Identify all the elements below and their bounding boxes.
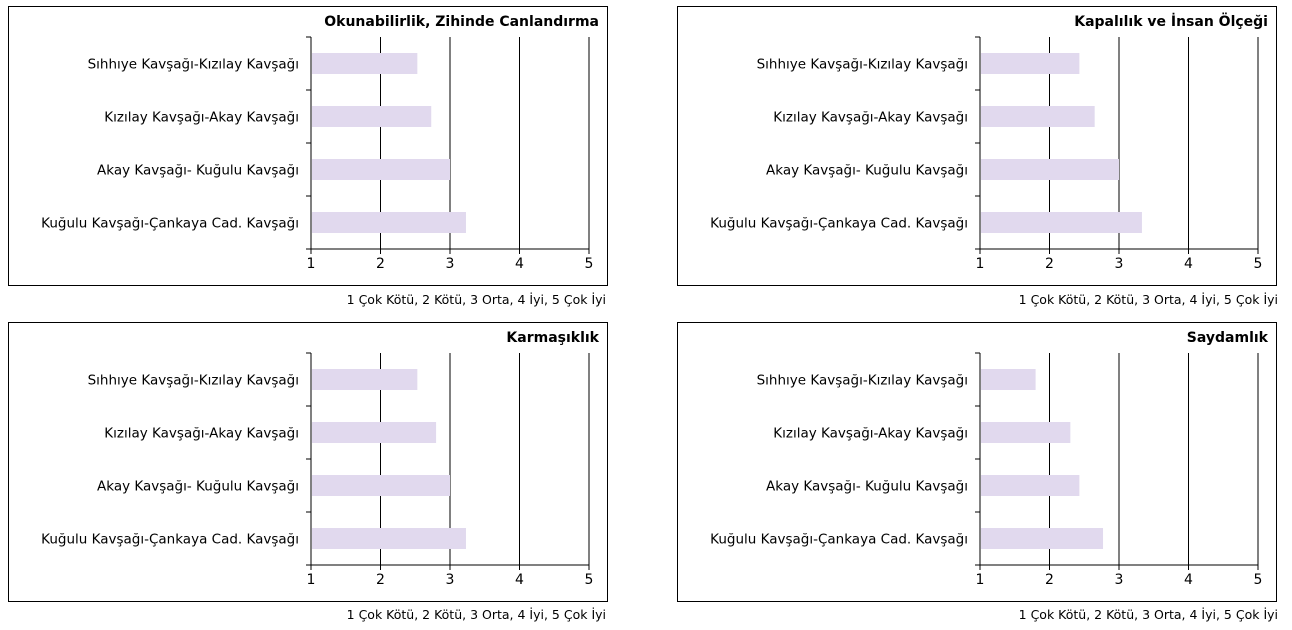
bar	[312, 53, 418, 74]
category-label: Kuğulu Kavşağı-Çankaya Cad. Kavşağı	[710, 216, 968, 232]
x-tick-label: 4	[515, 572, 524, 588]
x-tick-label: 5	[1254, 256, 1263, 272]
x-tick-label: 3	[1115, 572, 1124, 588]
bar	[981, 422, 1071, 443]
x-tick-label: 2	[1045, 256, 1054, 272]
bar	[981, 528, 1104, 549]
chart-title: Kapalılık ve İnsan Ölçeği	[1074, 12, 1268, 30]
chart-svg: Saydamlık 1 2 3 4 5 Sıhhıye Kavşağı-Kızılay Ka…	[710, 330, 1269, 588]
bar	[981, 475, 1080, 496]
category-label: Kızılay Kavşağı-Akay Kavşağı	[104, 426, 299, 442]
category-label: Kuğulu Kavşağı-Çankaya Cad. Kavşağı	[710, 532, 968, 548]
category-label: Sıhhıye Kavşağı-Kızılay Kavşağı	[88, 373, 299, 389]
category-label: Kuğulu Kavşağı-Çankaya Cad. Kavşağı	[41, 532, 299, 548]
x-tick-label: 1	[976, 256, 985, 272]
x-tick-label: 4	[515, 256, 524, 272]
x-tick-label: 5	[1254, 572, 1263, 588]
bar	[312, 369, 418, 390]
bar	[312, 159, 450, 180]
category-label: Sıhhıye Kavşağı-Kızılay Kavşağı	[757, 373, 968, 389]
x-tick-label: 1	[307, 572, 316, 588]
category-label: Sıhhıye Kavşağı-Kızılay Kavşağı	[88, 57, 299, 73]
x-tick-label: 4	[1184, 572, 1193, 588]
chart-title: Karmaşıklık	[506, 330, 599, 346]
x-tick-label: 5	[585, 256, 594, 272]
bar	[312, 106, 432, 127]
bar	[981, 212, 1142, 233]
x-tick-label: 2	[376, 572, 385, 588]
x-tick-label: 2	[1045, 572, 1054, 588]
chart-title: Okunabilirlik, Zihinde Canlandırma	[324, 14, 599, 30]
chart-title: Saydamlık	[1187, 330, 1269, 346]
bar	[981, 159, 1119, 180]
category-label: Akay Kavşağı- Kuğulu Kavşağı	[97, 163, 299, 179]
category-label: Kuğulu Kavşağı-Çankaya Cad. Kavşağı	[41, 216, 299, 232]
chart-scale-caption: 1 Çok Kötü, 2 Kötü, 3 Orta, 4 İyi, 5 Çok…	[346, 607, 606, 622]
chart-scale-caption: 1 Çok Kötü, 2 Kötü, 3 Orta, 4 İyi, 5 Çok…	[346, 292, 606, 307]
chart-scale-caption: 1 Çok Kötü, 2 Kötü, 3 Orta, 4 İyi, 5 Çok…	[1018, 292, 1278, 307]
x-tick-label: 5	[585, 572, 594, 588]
x-tick-label: 3	[446, 256, 455, 272]
chart-panel-transparency: Saydamlık 1 2 3 4 5 Sıhhıye Kavşağı-Kızılay Ka…	[677, 322, 1277, 602]
chart-svg: Karmaşıklık 1 2 3 4 5 Sıhhıye Kavşağı-Kızılay …	[41, 330, 600, 588]
category-label: Sıhhıye Kavşağı-Kızılay Kavşağı	[757, 57, 968, 73]
x-tick-label: 3	[446, 572, 455, 588]
bar	[312, 475, 450, 496]
chart-svg: Kapalılık ve İnsan Ölçeği 1 2 3 4 5 Sıhhıye Ka…	[710, 12, 1268, 272]
x-tick-label: 1	[976, 572, 985, 588]
x-tick-label: 2	[376, 256, 385, 272]
category-label: Akay Kavşağı- Kuğulu Kavşağı	[766, 479, 968, 495]
x-tick-label: 4	[1184, 256, 1193, 272]
chart-panel-complexity: Karmaşıklık 1 2 3 4 5 Sıhhıye Kavşağı-Kızılay …	[8, 322, 608, 602]
chart-scale-caption: 1 Çok Kötü, 2 Kötü, 3 Orta, 4 İyi, 5 Çok…	[1018, 607, 1278, 622]
bar	[312, 528, 466, 549]
x-tick-label: 3	[1115, 256, 1124, 272]
bar	[981, 106, 1095, 127]
chart-svg: Okunabilirlik, Zihinde Canlandırma 1 2 3 4 5 S…	[41, 14, 599, 272]
bar	[981, 53, 1080, 74]
bar	[312, 212, 466, 233]
category-label: Kızılay Kavşağı-Akay Kavşağı	[773, 426, 968, 442]
bar	[312, 422, 437, 443]
category-label: Akay Kavşağı- Kuğulu Kavşağı	[97, 479, 299, 495]
category-label: Akay Kavşağı- Kuğulu Kavşağı	[766, 163, 968, 179]
category-label: Kızılay Kavşağı-Akay Kavşağı	[104, 110, 299, 126]
x-tick-label: 1	[307, 256, 316, 272]
chart-panel-readability: Okunabilirlik, Zihinde Canlandırma 1 2 3 4 5 S…	[8, 6, 608, 286]
chart-panel-enclosure: Kapalılık ve İnsan Ölçeği 1 2 3 4 5 Sıhhıye Ka…	[677, 6, 1277, 286]
bar	[981, 369, 1036, 390]
category-label: Kızılay Kavşağı-Akay Kavşağı	[773, 110, 968, 126]
